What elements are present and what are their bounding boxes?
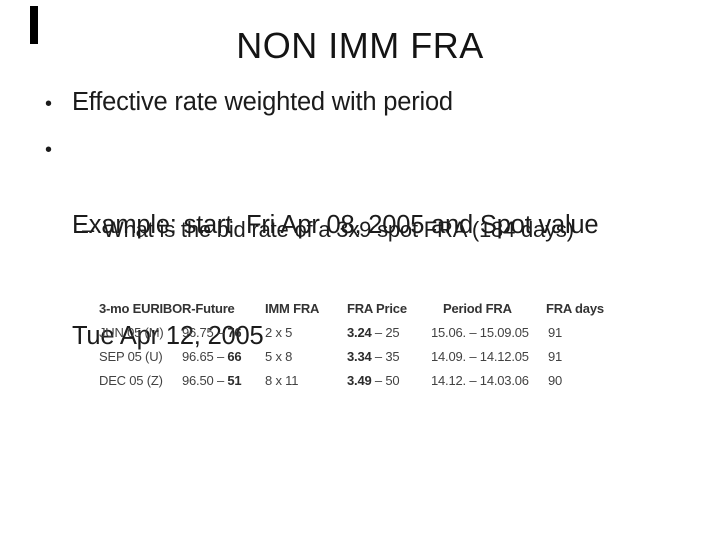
cell-days: 90 — [548, 373, 563, 388]
cell-period: 14.09. – 14.12.05 — [431, 349, 529, 364]
cell-period: 14.12. – 14.03.06 — [431, 373, 529, 388]
price-ask: – 50 — [371, 373, 400, 388]
col-header-fra-price: FRA Price — [347, 301, 407, 316]
col-header-euribor-future: 3-mo EURIBOR-Future — [99, 301, 235, 316]
sub-bullet: – What is the bid rate of a 3x9 spot FRA… — [82, 216, 574, 244]
cell-month: DEC 05 (Z) — [99, 373, 163, 388]
cell-imm-fra: 5 x 8 — [265, 349, 293, 364]
price-bid: 3.24 — [347, 325, 372, 340]
cell-fra-price: 3.49 – 50 — [343, 369, 428, 393]
bullet-text-example: Example: start Fri Apr 08, 2005 and Spot… — [72, 133, 599, 429]
fra-table: 3-mo EURIBOR-Future IMM FRA FRA Price Pe… — [98, 297, 612, 393]
cell-quote: 96.50 – 51 — [177, 369, 262, 393]
bullet-line-2: Tue Apr 12, 2005 — [72, 322, 264, 350]
cell-month: JUN 05 (M) — [99, 325, 164, 340]
cell-period: 15.06. – 15.09.05 — [431, 325, 529, 340]
price-bid: 3.34 — [347, 349, 372, 364]
sub-bullet-text: What is the bid rate of a 3x9 spot FRA (… — [103, 217, 574, 242]
quote-ask: 51 — [227, 373, 242, 388]
col-header-imm-fra: IMM FRA — [265, 301, 320, 316]
cell-month: SEP 05 (U) — [99, 349, 163, 364]
quote-ask: 66 — [227, 349, 242, 364]
cell-quote: 96.65 – 66 — [177, 345, 262, 369]
cell-imm-fra: 8 x 11 — [265, 373, 299, 388]
cell-fra-price: 3.34 – 35 — [343, 345, 428, 369]
quote-bid: 96.50 – — [182, 373, 228, 388]
cell-fra-price: 3.24 – 25 — [343, 321, 428, 345]
bullet-text-effective-rate: Effective rate weighted with period — [72, 88, 453, 116]
cell-quote: 96.75 – 76 — [177, 321, 262, 345]
col-header-fra-days: FRA days — [546, 301, 604, 316]
quote-bid: 96.75 – — [182, 325, 228, 340]
quote-bid: 96.65 – — [182, 349, 228, 364]
dash-icon: – — [82, 217, 95, 242]
bullet-icon: • — [45, 93, 53, 115]
bullet-icon: • — [45, 139, 53, 161]
price-ask: – 35 — [371, 349, 400, 364]
price-bid: 3.49 — [347, 373, 372, 388]
page-title: NON IMM FRA — [236, 25, 484, 66]
col-header-period-fra: Period FRA — [443, 301, 512, 316]
price-ask: – 25 — [371, 325, 400, 340]
cell-days: 91 — [548, 349, 563, 364]
cell-days: 91 — [548, 325, 563, 340]
bullet-line-1: Example: start Fri Apr 08, 2005 and Spot… — [72, 211, 599, 239]
cell-imm-fra: 2 x 5 — [265, 325, 293, 340]
quote-ask: 76 — [227, 325, 242, 340]
cursor-artifact — [30, 6, 38, 44]
